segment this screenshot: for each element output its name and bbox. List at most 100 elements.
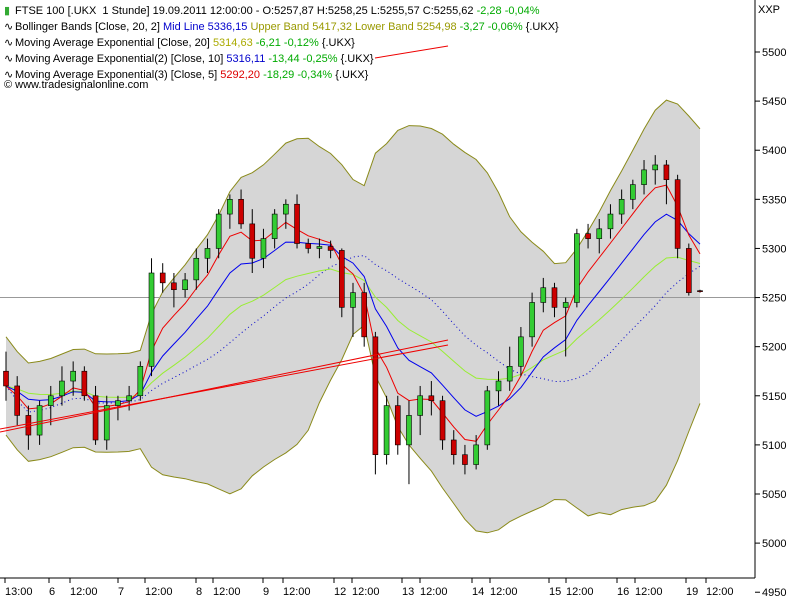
y-tick-label: 5100 xyxy=(762,440,786,452)
candle xyxy=(652,155,659,185)
candle xyxy=(394,395,401,455)
candle xyxy=(204,238,211,273)
candle-body xyxy=(227,199,233,215)
bollinger-suffix: {.UKX} xyxy=(525,21,559,33)
x-tick-label: 7 xyxy=(118,586,124,598)
ema10-name: Moving Average Exponential(2) [Close, 10… xyxy=(15,53,224,65)
candle-body xyxy=(383,405,390,456)
candle-body xyxy=(574,233,580,303)
ema5-change: -18,29 xyxy=(263,69,295,81)
ema20-change-pct: -0,12% xyxy=(283,37,319,49)
x-tick-label: 12 xyxy=(334,586,346,598)
x-tick-label: 6 xyxy=(49,586,55,598)
candle-body xyxy=(674,179,681,249)
candle-body xyxy=(652,164,659,171)
x-tick-label: 12:00 xyxy=(635,586,663,598)
bollinger-lower: Lower Band 5254,98 xyxy=(355,21,457,33)
candle-body xyxy=(260,238,267,259)
candle xyxy=(697,289,703,293)
symbol-name: FTSE 100 [.UKX 1 Stunde] xyxy=(15,5,150,17)
legend-ema5-line[interactable]: ∿ Moving Average Exponential(3) [Close, 5… xyxy=(4,67,559,83)
x-tick-label: 12:00 xyxy=(145,586,173,598)
candle xyxy=(562,297,569,357)
x-tick-label: 19 xyxy=(686,586,698,598)
candle xyxy=(305,238,312,254)
candle-body xyxy=(92,395,99,441)
candle-body xyxy=(339,250,345,308)
y-tick-label: 5400 xyxy=(762,145,786,157)
ema20-name: Moving Average Exponential [Close, 20] xyxy=(15,37,210,49)
candle xyxy=(126,385,132,411)
candle-body xyxy=(372,336,379,456)
candle-body xyxy=(3,370,9,387)
candle xyxy=(260,228,267,269)
candle xyxy=(171,273,177,308)
ema10-value: 5316,11 xyxy=(226,53,266,65)
symbol-change: -2,28 xyxy=(476,5,502,17)
candle xyxy=(294,194,300,249)
candle xyxy=(339,248,345,318)
candle-body xyxy=(70,370,76,382)
candle xyxy=(417,385,423,436)
candle-body xyxy=(316,246,323,249)
candle xyxy=(361,282,367,347)
candle-body xyxy=(641,169,647,185)
candle xyxy=(47,385,54,426)
candle xyxy=(618,189,625,224)
candle-body xyxy=(215,213,222,249)
ema20-suffix: {.UKX} xyxy=(321,37,355,49)
bollinger-change: -3,27 xyxy=(459,21,485,33)
candle xyxy=(462,444,468,475)
x-tick-label: 12:00 xyxy=(213,586,241,598)
legend-bollinger-line[interactable]: ∿ Bollinger Bands [Close, 20, 2] Mid Line… xyxy=(4,19,559,35)
candle-body xyxy=(697,290,703,292)
candle-body xyxy=(484,390,491,446)
bollinger-change-pct: -0,06% xyxy=(487,21,523,33)
legend-symbol-line[interactable]: ▮ FTSE 100 [.UKX 1 Stunde] 19.09.2011 12:… xyxy=(4,5,540,17)
symbol-open: O:5257,87 xyxy=(262,5,314,17)
bollinger-name: Bollinger Bands [Close, 20, 2] xyxy=(15,21,160,33)
candle-body xyxy=(439,400,446,441)
ema10-suffix: {.UKX} xyxy=(340,53,374,65)
candle-body xyxy=(417,395,423,416)
candle xyxy=(383,395,390,465)
candle-body xyxy=(249,223,256,259)
candle xyxy=(70,361,76,396)
ema5-change-pct: -0,34% xyxy=(297,69,333,81)
candle xyxy=(506,346,513,391)
legend-ema20-line[interactable]: ∿ Moving Average Exponential [Close, 20] … xyxy=(4,35,559,51)
candle-body xyxy=(271,213,278,239)
ema10-line xyxy=(5,213,701,417)
candle xyxy=(484,385,491,450)
y-tick-label: 5350 xyxy=(762,194,786,206)
candle-body xyxy=(182,279,188,290)
candle-body xyxy=(607,213,614,230)
candle-body xyxy=(562,302,569,308)
y-tick-label: 4950 xyxy=(762,587,786,599)
corner-label: XXP xyxy=(757,4,780,16)
candle-body xyxy=(406,415,412,446)
candle-body xyxy=(36,405,43,436)
candle xyxy=(159,263,166,293)
legend-ema10-line[interactable]: ∿ Moving Average Exponential(2) [Close, 1… xyxy=(4,51,559,67)
x-tick-label: 12:00 xyxy=(70,586,98,598)
x-tick-label: 12:00 xyxy=(566,586,594,598)
candle-body xyxy=(14,385,20,416)
x-tick-label: 8 xyxy=(196,586,202,598)
chart-legend: ▮ FTSE 100 [.UKX 1 Stunde] 19.09.2011 12:… xyxy=(4,3,559,83)
candle xyxy=(450,430,457,465)
bollinger-upper-band xyxy=(5,99,701,364)
x-tick-label: 13 xyxy=(402,586,414,598)
candle xyxy=(193,248,200,290)
candle-body xyxy=(428,395,435,401)
copyright-text[interactable]: © www.tradesignalonline.com xyxy=(4,79,149,91)
x-tick-label: 14 xyxy=(472,586,484,598)
candle-body xyxy=(663,164,670,180)
symbol-high: H:5258,25 xyxy=(316,5,368,17)
candle xyxy=(596,218,603,254)
candle-body xyxy=(462,454,468,465)
candle-body xyxy=(81,370,88,397)
x-tick-label: 12:00 xyxy=(420,586,448,598)
candle-body xyxy=(630,184,636,200)
